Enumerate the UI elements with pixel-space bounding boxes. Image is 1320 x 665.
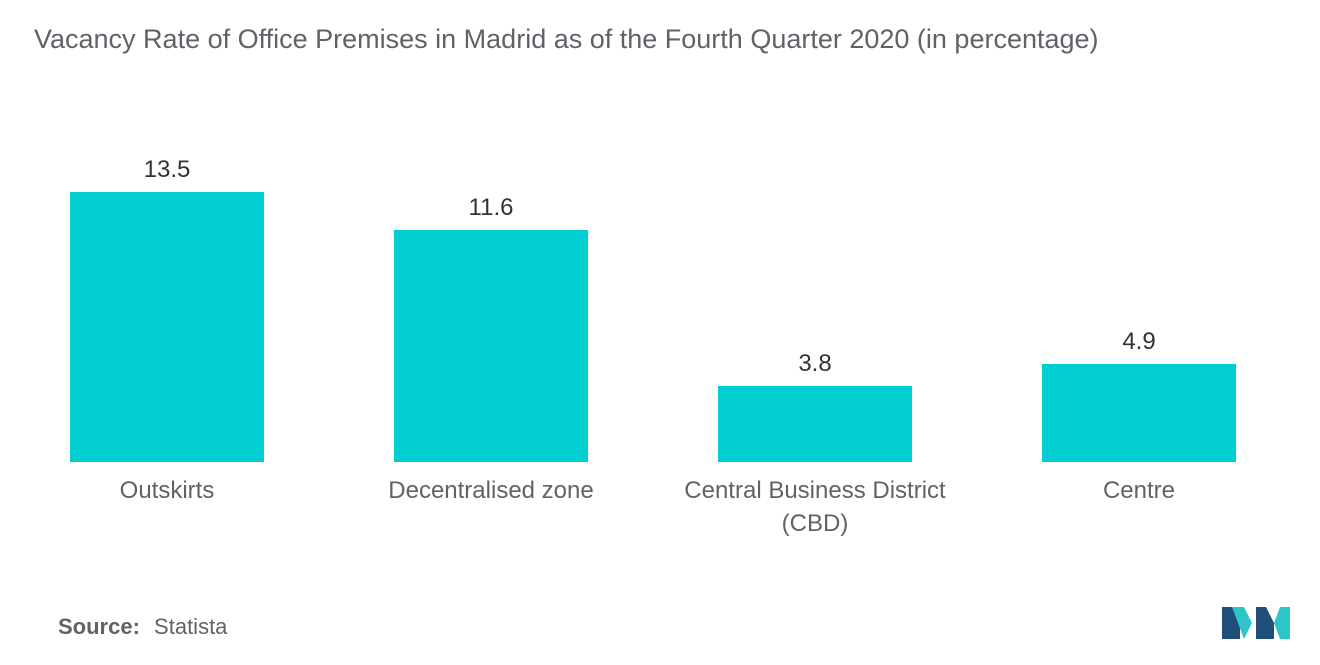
bar-1 [70,192,264,462]
value-label-3: 3.8 [798,350,831,377]
mordor-intelligence-logo-icon [1222,607,1290,639]
bar-2 [394,230,588,462]
bar-3 [718,386,912,462]
value-label-2: 11.6 [469,194,514,221]
category-label-4: Centre [1103,477,1175,504]
source-value: Statista [154,614,228,639]
chart-title: Vacancy Rate of Office Premises in Madri… [34,24,1099,54]
value-label-4: 4.9 [1122,328,1155,355]
category-label-2: Decentralised zone [388,477,593,504]
bar-4 [1042,364,1236,462]
category-label-1: Outskirts [120,477,215,504]
source-line: Source: Statista [58,614,227,640]
source-label: Source: [58,614,140,639]
value-label-1: 13.5 [144,156,191,183]
category-label-3-line-1: Central Business District [684,477,946,504]
category-label-3-line-2: (CBD) [782,510,849,537]
bar-chart: 13.5 Outskirts 11.6 Decentralised zone 3.8 Ce… [70,156,1236,537]
